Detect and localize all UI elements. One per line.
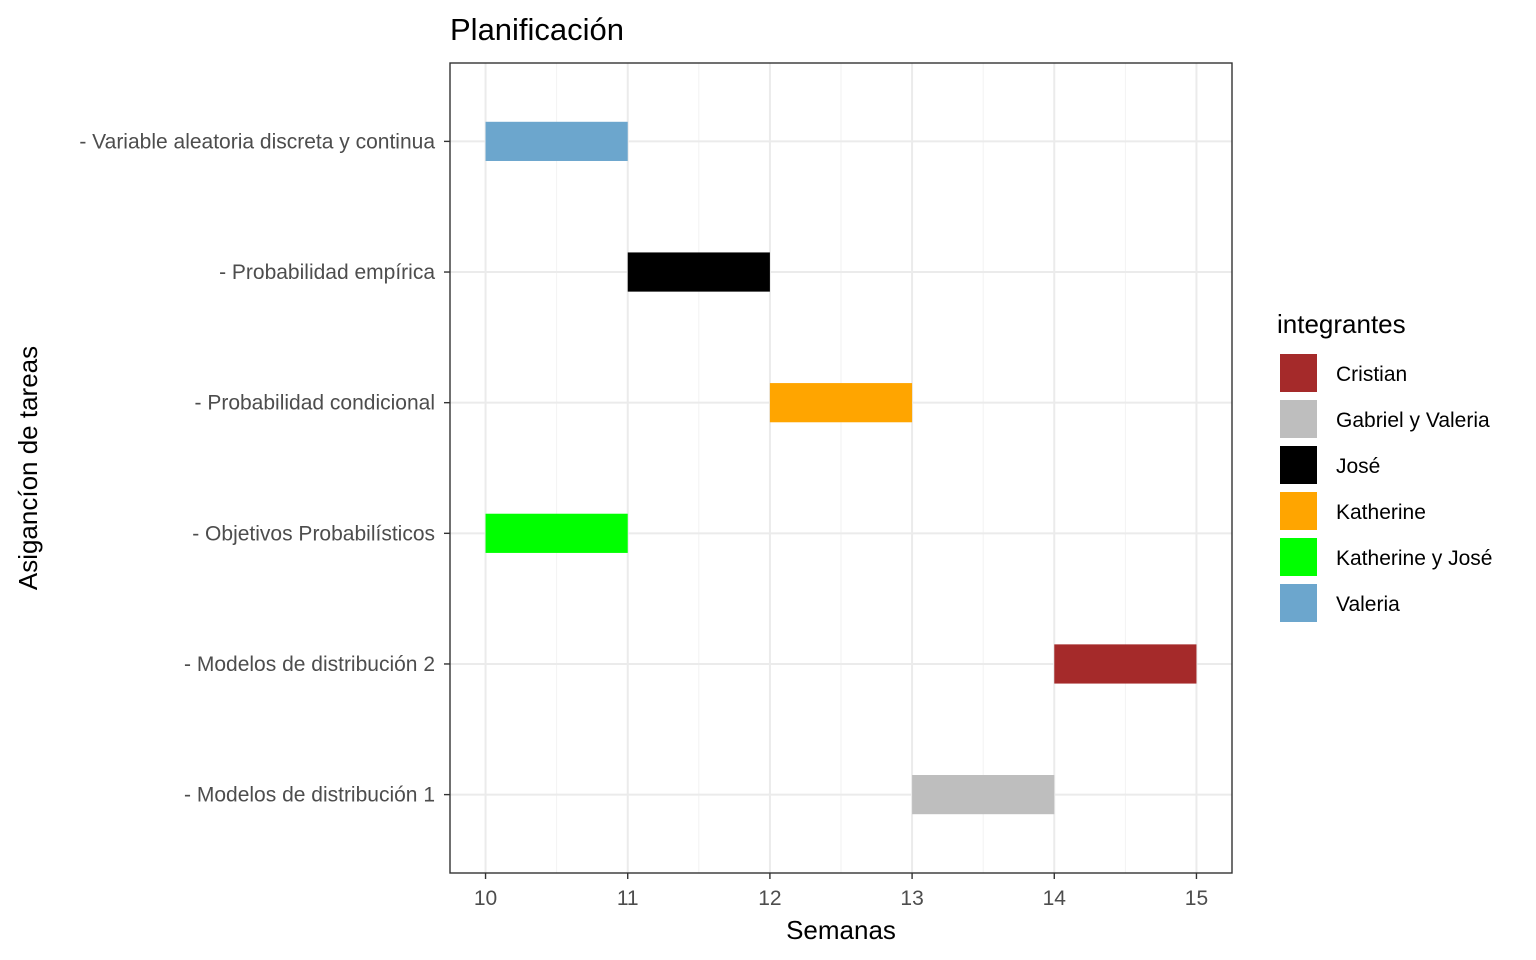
- legend-label: José: [1336, 455, 1380, 478]
- chart-title: Planificación: [450, 12, 624, 47]
- task-bar: [485, 121, 628, 161]
- x-tick-label: 11: [617, 887, 639, 910]
- legend-swatch: [1280, 492, 1317, 530]
- legend-swatch: [1280, 446, 1317, 484]
- y-axis-title: Asigancíon de tareas: [13, 346, 43, 590]
- legend-label: Valeria: [1336, 593, 1400, 616]
- legend: integrantes Cristian Gabriel y Valeria Jos…: [1277, 309, 1492, 622]
- legend-label: Gabriel y Valeria: [1336, 409, 1490, 432]
- plot-border: [449, 62, 1233, 874]
- x-axis: 10 11 12 13 14 15: [474, 873, 1208, 910]
- x-tick-label: 14: [1043, 887, 1067, 910]
- legend-items: Cristian Gabriel y Valeria José Katherine Ka…: [1280, 354, 1492, 622]
- task-bar: [912, 775, 1055, 815]
- legend-label: Katherine: [1336, 501, 1426, 524]
- task-bar: [769, 383, 913, 423]
- y-tick-label: - Probabilidad empírica: [219, 261, 435, 284]
- x-tick-label: 12: [758, 887, 781, 910]
- y-tick-label: - Modelos de distribución 2: [184, 653, 435, 676]
- legend-label: Cristian: [1336, 363, 1407, 386]
- legend-swatch: [1280, 584, 1317, 622]
- legend-swatch: [1280, 400, 1317, 438]
- y-tick-label: - Modelos de distribución 1: [184, 784, 435, 807]
- x-tick-label: 13: [900, 887, 923, 910]
- x-axis-title: Semanas: [786, 915, 896, 945]
- legend-swatch: [1280, 538, 1317, 576]
- y-axis: - Variable aleatoria discreta y continua…: [79, 130, 450, 807]
- task-bar: [1054, 644, 1197, 684]
- task-bar: [627, 252, 770, 292]
- y-tick-label: - Variable aleatoria discreta y continua: [79, 130, 435, 153]
- legend-label: Katherine y José: [1336, 547, 1492, 570]
- x-tick-label: 10: [474, 887, 497, 910]
- x-tick-label: 15: [1185, 887, 1208, 910]
- task-bar: [485, 513, 628, 553]
- task-bars: [485, 121, 1197, 815]
- y-tick-label: - Probabilidad condicional: [195, 392, 436, 415]
- plot-panel: [449, 62, 1233, 874]
- legend-swatch: [1280, 354, 1317, 392]
- legend-title: integrantes: [1277, 309, 1406, 339]
- y-tick-label: - Objetivos Probabilísticos: [192, 522, 435, 545]
